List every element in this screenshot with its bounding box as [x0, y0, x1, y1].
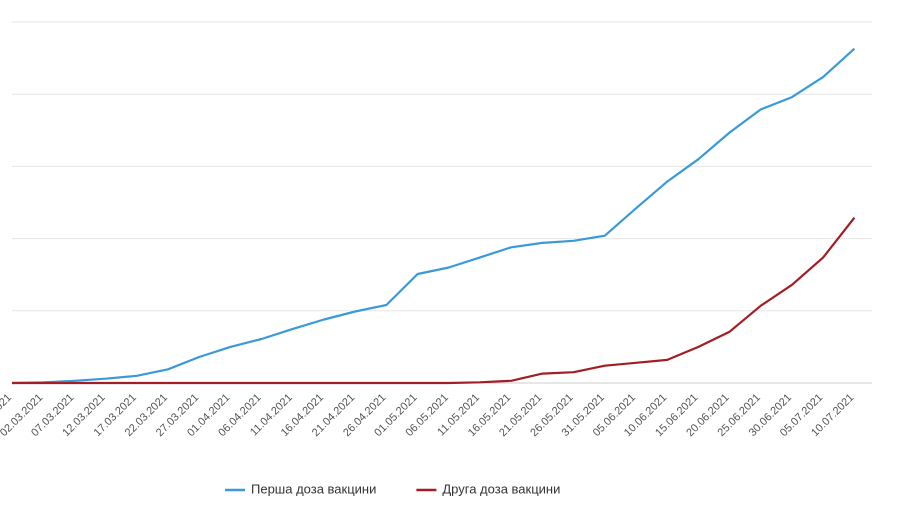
series-line — [11, 47, 856, 385]
series-line — [12, 217, 856, 385]
legend-label: Друга доза вакцини — [442, 481, 560, 496]
legend-label: Перша доза вакцини — [251, 481, 376, 496]
